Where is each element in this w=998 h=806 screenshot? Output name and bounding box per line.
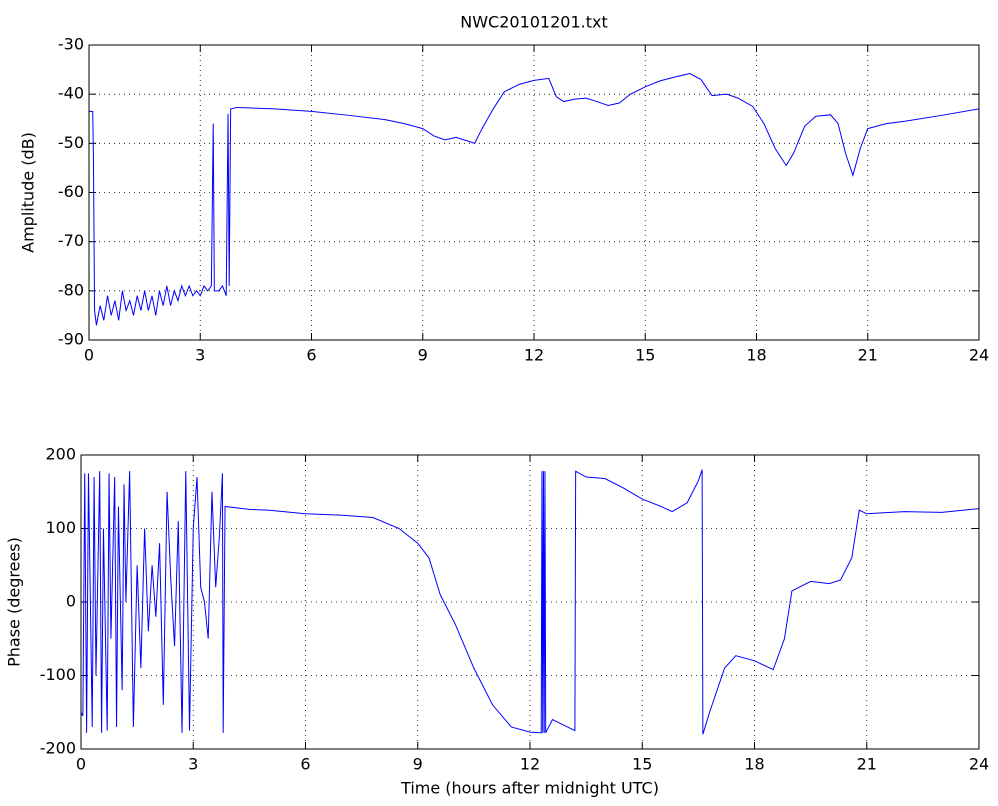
y-axis-label: Amplitude (dB): [19, 132, 38, 253]
y-tick-label: -40: [58, 84, 84, 103]
data-line: [89, 72, 980, 326]
x-tick-label: 18: [744, 755, 764, 774]
x-tick-label: 3: [188, 755, 198, 774]
x-tick-label: 6: [300, 755, 310, 774]
x-tick-label: 12: [520, 755, 540, 774]
y-axis-label: Phase (degrees): [5, 537, 24, 667]
x-axis-label: Time (hours after midnight UTC): [400, 779, 659, 798]
axes-frame: [80, 454, 980, 750]
y-tick-label: -50: [58, 133, 84, 152]
x-tick-label: 21: [857, 755, 877, 774]
x-tick-label: 24: [969, 346, 989, 365]
data-line: [80, 469, 980, 735]
y-tick-label: 200: [45, 445, 76, 464]
x-tick-label: 6: [306, 346, 316, 365]
axes-frame: [88, 44, 980, 341]
x-tick-label: 15: [632, 755, 652, 774]
y-tick-label: 100: [45, 518, 76, 537]
x-tick-label: 3: [195, 346, 205, 365]
x-tick-label: 12: [524, 346, 544, 365]
y-tick-label: -70: [58, 231, 84, 250]
y-tick-label: -30: [58, 35, 84, 54]
y-tick-label: -100: [40, 665, 76, 684]
x-tick-label: 21: [858, 346, 878, 365]
y-tick-label: -60: [58, 182, 84, 201]
y-tick-label: -90: [58, 330, 84, 349]
x-tick-label: 18: [746, 346, 766, 365]
x-tick-label: 0: [76, 755, 86, 774]
y-tick-label: -200: [40, 739, 76, 758]
x-tick-label: 15: [635, 346, 655, 365]
x-tick-label: 9: [413, 755, 423, 774]
x-tick-label: 0: [84, 346, 94, 365]
x-tick-label: 24: [969, 755, 989, 774]
y-tick-label: 0: [66, 592, 76, 611]
chart-title: NWC20101201.txt: [460, 13, 608, 32]
y-tick-label: -80: [58, 280, 84, 299]
x-tick-label: 9: [418, 346, 428, 365]
